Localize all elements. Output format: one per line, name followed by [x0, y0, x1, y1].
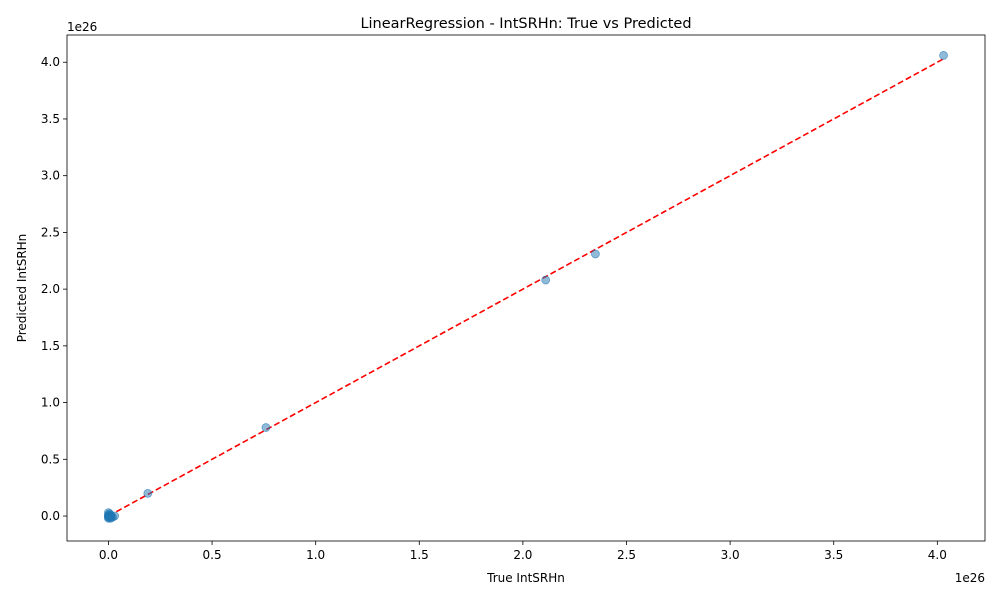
- x-axis: 0.0 0.5 1.0 1.5 2.0 2.5 3.0 3.5 4.0: [99, 541, 947, 562]
- x-tick-label: 0.5: [203, 548, 222, 562]
- reference-line-layer: [108, 58, 944, 517]
- data-point: [541, 275, 551, 285]
- y-tick-label: 4.0: [41, 55, 60, 69]
- x-tick-label: 2.0: [513, 548, 532, 562]
- x-tick-label: 0.0: [99, 548, 118, 562]
- y-tick-label: 1.5: [41, 339, 60, 353]
- y-tick-label: 1.0: [41, 396, 60, 410]
- data-point: [939, 51, 948, 60]
- x-tick-label: 1.5: [410, 548, 429, 562]
- y-axis: 0.0 0.5 1.0 1.5 2.0 2.5 3.0 3.5 4.0: [41, 55, 67, 523]
- chart-title: LinearRegression - IntSRHn: True vs Pred…: [360, 16, 691, 32]
- y-tick-label: 3.5: [41, 112, 60, 126]
- plot-frame: [66, 34, 986, 542]
- points-layer: [104, 51, 948, 523]
- y-tick-label: 2.5: [41, 225, 60, 239]
- y-tick-label: 0.5: [41, 452, 60, 466]
- reference-line: [108, 58, 944, 517]
- data-point: [143, 488, 153, 498]
- data-point: [261, 423, 271, 432]
- x-axis-label: True IntSRHn: [486, 571, 565, 585]
- y-axis-label: Predicted IntSRHn: [15, 234, 29, 343]
- data-point: [104, 513, 113, 523]
- x-tick-label: 3.5: [824, 548, 843, 562]
- y-axis-offset-label: 1e26: [67, 20, 97, 34]
- x-tick-label: 4.0: [928, 548, 947, 562]
- x-axis-offset-label: 1e26: [955, 571, 985, 585]
- data-point: [591, 249, 600, 259]
- x-tick-label: 1.0: [306, 548, 325, 562]
- y-tick-label: 3.0: [41, 169, 60, 183]
- y-tick-label: 0.0: [41, 509, 60, 523]
- x-tick-label: 2.5: [617, 548, 636, 562]
- x-tick-label: 3.0: [721, 548, 740, 562]
- y-tick-label: 2.0: [41, 282, 60, 296]
